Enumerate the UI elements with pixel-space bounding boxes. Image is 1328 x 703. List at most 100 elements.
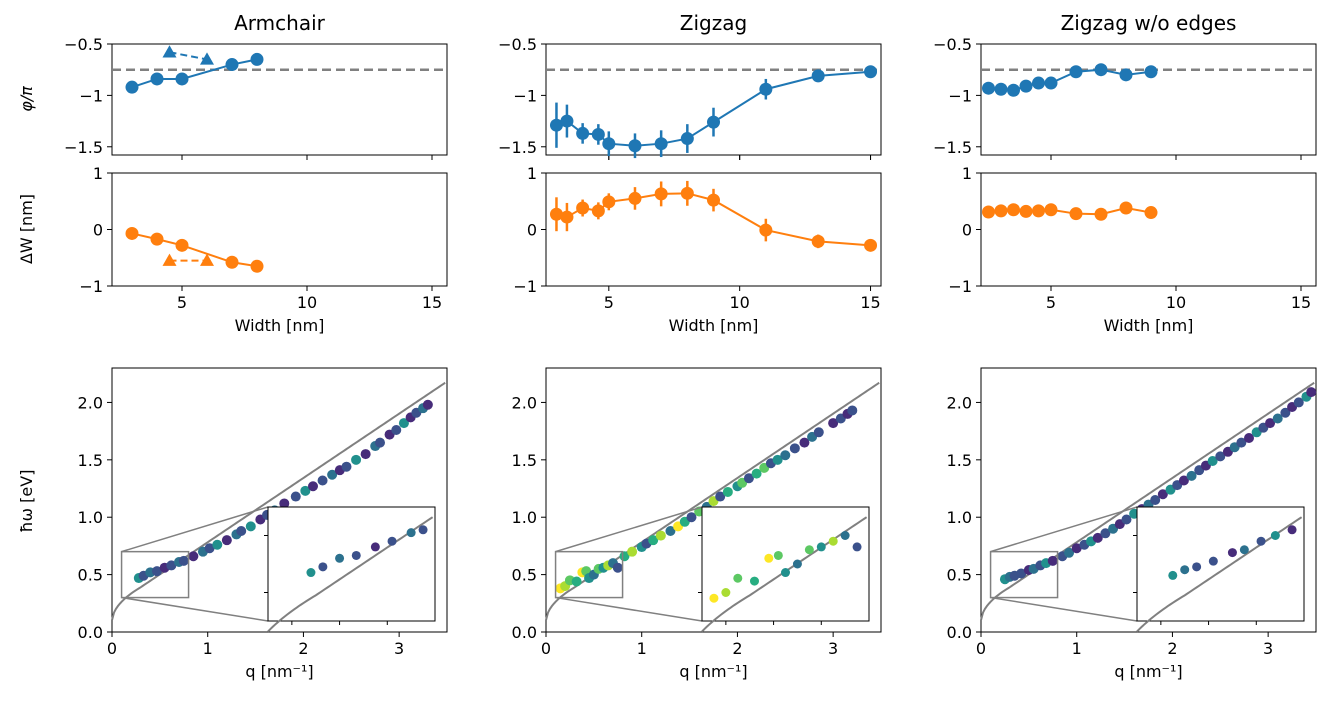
data-point xyxy=(1144,65,1158,79)
data-point xyxy=(1069,65,1083,79)
x-tick-label: 10 xyxy=(1166,293,1186,312)
data-point xyxy=(1044,76,1058,90)
y-tick-label: 1.5 xyxy=(512,451,537,470)
panel-phase-1: −1.5 −1 −0.5 Zigzag xyxy=(498,11,882,160)
data-point xyxy=(150,72,164,86)
data-point xyxy=(166,560,177,571)
data-point xyxy=(341,461,352,472)
data-point xyxy=(422,399,433,410)
x-tick-label: 2 xyxy=(1167,639,1177,658)
y-tick-label: 2.0 xyxy=(512,393,537,412)
data-point xyxy=(665,525,676,536)
y-tick-label: 0.0 xyxy=(78,623,103,642)
data-point xyxy=(549,207,563,221)
data-point xyxy=(1150,495,1161,505)
data-point xyxy=(811,69,825,83)
data-point xyxy=(236,525,247,536)
data-point xyxy=(250,259,264,273)
data-point xyxy=(250,52,264,66)
data-point xyxy=(1272,413,1283,424)
y-tick-label: 0.0 xyxy=(512,623,537,642)
x-tick-label: 5 xyxy=(177,293,187,312)
y-tick-label: 1 xyxy=(527,164,537,183)
data-point xyxy=(602,137,616,151)
x-tick-label: 5 xyxy=(604,293,614,312)
x-tick-label: 1 xyxy=(1072,639,1082,658)
y-tick-label: 0.5 xyxy=(947,566,972,585)
data-point xyxy=(1306,387,1317,398)
data-point xyxy=(994,204,1008,218)
data-point xyxy=(994,82,1008,96)
data-point xyxy=(1178,475,1189,486)
data-point xyxy=(759,223,773,237)
inset-point xyxy=(804,545,814,555)
data-point xyxy=(225,58,239,72)
panel-width_shift-0: 5 10 15 −1 0 1 Width [nm] xyxy=(79,164,448,335)
data-point xyxy=(178,555,189,566)
axes-frame xyxy=(980,172,1317,287)
axes-frame xyxy=(980,43,1317,156)
x-tick-label: 15 xyxy=(860,293,880,312)
data-point xyxy=(982,81,995,95)
y-tick-label: 1.0 xyxy=(78,508,103,527)
panel-width_shift-1: 5 10 15 −1 0 1 Width [nm] xyxy=(513,164,882,335)
inset-point xyxy=(351,550,361,560)
y-tick-label: −1 xyxy=(79,277,103,296)
inset-point xyxy=(764,553,774,563)
inset-point xyxy=(816,542,826,552)
data-point xyxy=(576,201,590,215)
x-tick-label: 15 xyxy=(1291,293,1311,312)
y-tick-label: −1 xyxy=(513,277,537,296)
data-point xyxy=(375,437,385,448)
y-tick-label: 0.0 xyxy=(947,623,972,642)
inset-point xyxy=(792,559,802,569)
data-point xyxy=(300,485,311,496)
data-point xyxy=(1016,568,1027,579)
panel-title: Zigzag xyxy=(680,11,747,35)
y-tick-label: 1.5 xyxy=(78,451,103,470)
zoom-connector xyxy=(121,596,269,622)
triangle-marker xyxy=(162,253,177,266)
axes-frame xyxy=(111,43,448,156)
data-point xyxy=(549,118,563,132)
inset-point xyxy=(418,525,428,535)
data-point xyxy=(627,546,638,557)
disp-ylabel: ħω [eV] xyxy=(17,470,36,533)
dw-ylabel: ΔW [nm] xyxy=(17,194,36,264)
data-point xyxy=(1094,63,1108,77)
data-point xyxy=(686,512,697,523)
data-point xyxy=(811,234,825,248)
y-tick-label: −0.5 xyxy=(933,35,972,54)
data-point xyxy=(707,115,720,129)
data-point xyxy=(1092,532,1103,543)
data-point xyxy=(759,82,773,96)
axes-frame xyxy=(545,367,882,633)
inset-frame xyxy=(1136,506,1305,622)
data-point xyxy=(188,551,199,562)
data-point xyxy=(628,191,642,205)
data-point xyxy=(1007,83,1020,97)
data-point xyxy=(327,469,338,480)
x-tick-label: 10 xyxy=(729,293,749,312)
zoom-connector xyxy=(555,596,703,622)
triangle-marker xyxy=(200,52,214,65)
data-point xyxy=(125,226,139,240)
data-point xyxy=(1094,207,1108,221)
data-point xyxy=(799,437,810,448)
inset-curve xyxy=(267,516,434,633)
data-point xyxy=(602,195,616,209)
data-point xyxy=(648,535,659,546)
x-tick-label: 2 xyxy=(732,639,742,658)
inset-point xyxy=(1256,536,1266,546)
inset-point xyxy=(1287,525,1297,535)
data-point xyxy=(1280,407,1291,418)
data-point xyxy=(1186,470,1197,481)
data-point xyxy=(571,576,582,587)
data-point xyxy=(1019,79,1033,93)
inset-point xyxy=(828,536,838,546)
inset-point xyxy=(318,562,328,572)
inset-point xyxy=(306,568,316,578)
inset-point xyxy=(1168,570,1178,580)
data-point xyxy=(847,405,858,416)
data-point xyxy=(151,566,162,577)
